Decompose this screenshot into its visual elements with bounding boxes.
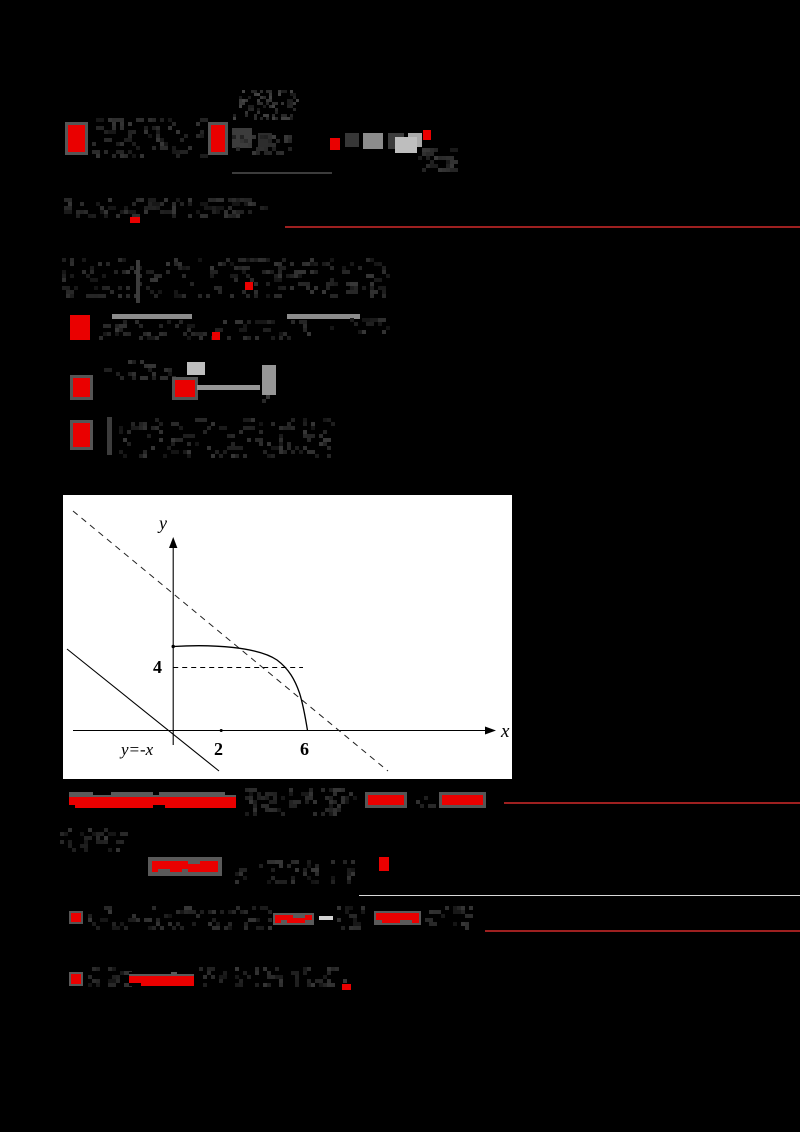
svg-text:2: 2 (214, 739, 223, 759)
svg-text:x: x (500, 721, 510, 742)
svg-text:y=-x: y=-x (119, 740, 154, 759)
svg-text:y: y (157, 513, 167, 533)
svg-text:6: 6 (300, 739, 309, 759)
svg-text:4: 4 (153, 657, 162, 677)
